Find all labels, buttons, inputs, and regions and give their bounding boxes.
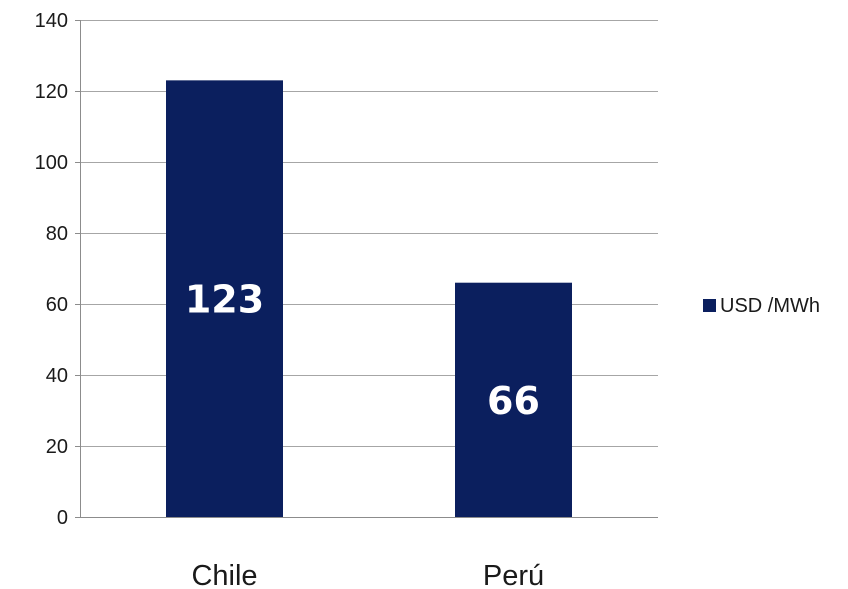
x-tick-label-chile: Chile bbox=[191, 560, 257, 589]
bar-perú bbox=[455, 282, 572, 517]
bars bbox=[166, 80, 572, 517]
data-label-chile: 123 bbox=[185, 278, 264, 322]
legend: USD /MWh bbox=[703, 295, 820, 317]
y-tick-label: 140 bbox=[35, 10, 68, 32]
y-tick-label: 120 bbox=[35, 81, 68, 103]
y-tick-label: 100 bbox=[35, 152, 68, 174]
legend-label: USD /MWh bbox=[720, 295, 820, 317]
data-labels: 123 66 bbox=[185, 278, 540, 423]
y-tick-label: 20 bbox=[46, 436, 68, 458]
data-label-perú: 66 bbox=[487, 379, 540, 423]
y-tick-label: 40 bbox=[46, 365, 68, 387]
y-tick-label: 60 bbox=[46, 294, 68, 316]
legend-swatch bbox=[703, 299, 716, 312]
y-tick-label: 0 bbox=[57, 507, 68, 529]
bar-chile bbox=[166, 80, 283, 517]
x-axis-ticks: Chile Perú bbox=[191, 560, 544, 589]
x-tick-label-perú: Perú bbox=[483, 560, 544, 589]
y-axis-ticks: 0 20 40 60 80 100 120 140 bbox=[35, 10, 68, 529]
y-tick-label: 80 bbox=[46, 223, 68, 245]
